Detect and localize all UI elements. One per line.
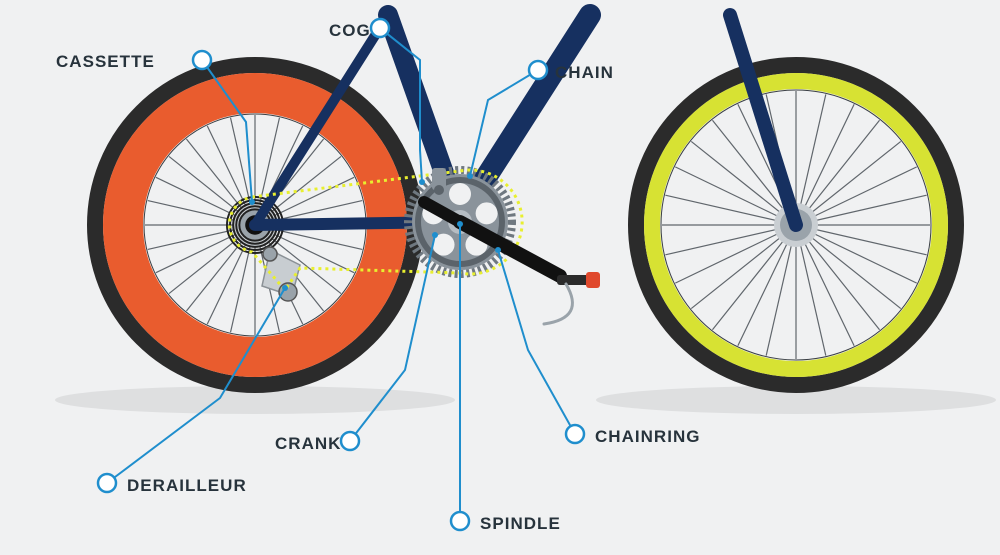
label-chain: CHAIN xyxy=(555,63,614,83)
diagram-stage: CASSETTE COG CHAIN DERAILLEUR CRANK SPINDLE CH… xyxy=(0,0,1000,555)
label-spindle: SPINDLE xyxy=(480,514,561,534)
label-cog: COG xyxy=(329,21,371,41)
label-crank: CRANK xyxy=(275,434,341,454)
label-derailleur: DERAILLEUR xyxy=(127,476,247,496)
label-chainring: CHAINRING xyxy=(595,427,701,447)
label-cassette: CASSETTE xyxy=(56,52,155,72)
bike-diagram-svg xyxy=(0,0,1000,555)
